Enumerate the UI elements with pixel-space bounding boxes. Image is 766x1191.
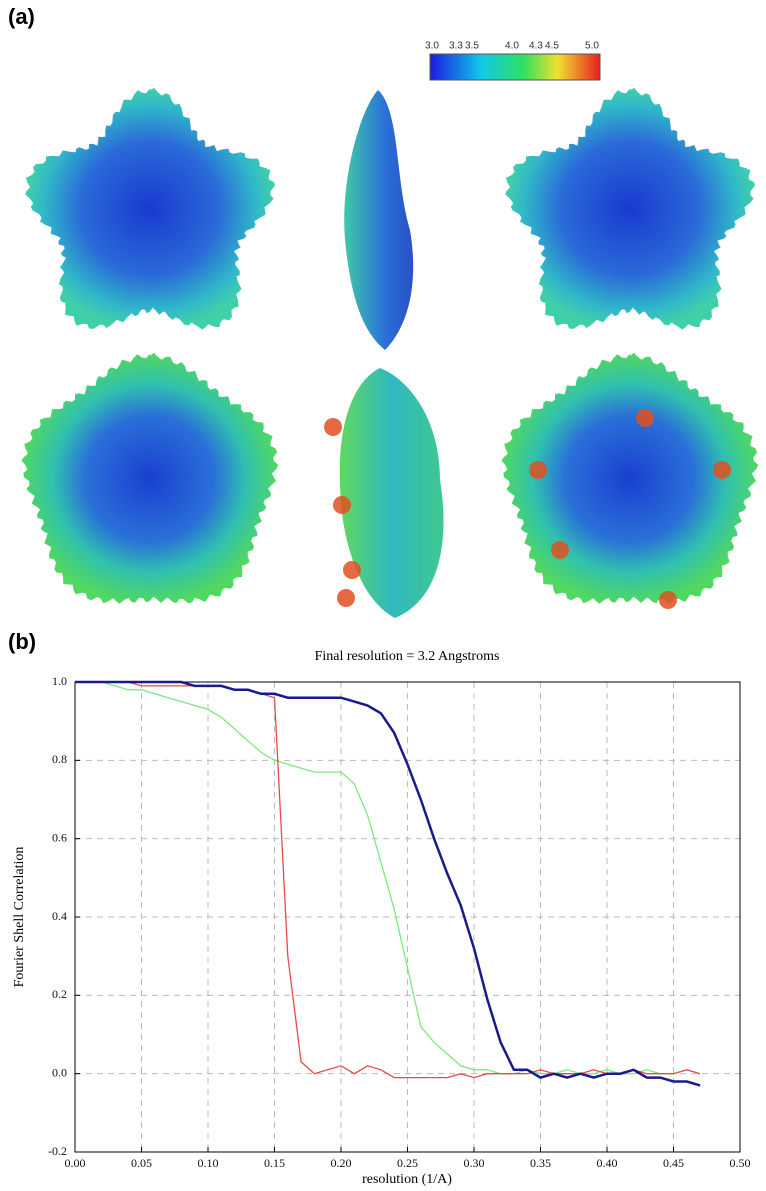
x-tick-label: 0.15 [264,1156,285,1170]
colorbar-label: 3.3 [449,41,463,52]
y-tick-label: -0.2 [48,1144,67,1158]
hotspot [324,418,342,436]
map-view [505,87,755,330]
panel-label: (b) [8,629,36,654]
colorbar [429,53,601,81]
hotspot [529,461,547,479]
y-tick-label: 0.0 [52,1065,67,1079]
plot-frame [74,681,741,1153]
y-tick-label: 1.0 [52,674,67,688]
hotspot [343,561,361,579]
x-tick-label: 0.35 [530,1156,551,1170]
panel-label: (a) [8,4,35,29]
hotspot [337,589,355,607]
x-tick-label: 0.20 [331,1156,352,1170]
hotspot [551,541,569,559]
colorbar-label: 5.0 [585,41,599,52]
y-tick-label: 0.4 [52,909,67,923]
map-view [21,352,279,604]
chart-title: Final resolution = 3.2 Angstroms [315,649,500,664]
x-axis-label: resolution (1/A) [362,1172,452,1187]
y-tick-label: 0.6 [52,830,67,844]
hotspot [636,409,654,427]
map-side-view [339,368,444,618]
x-tick-label: 0.40 [597,1156,618,1170]
colorbar-label: 3.0 [425,41,439,52]
hotspot [333,496,351,514]
y-axis-label: Fourier Shell Correlation [12,847,27,988]
x-tick-label: 0.05 [131,1156,152,1170]
y-tick-label: 0.8 [52,752,67,766]
colorbar-label: 3.5 [465,41,479,52]
map-side-view [344,90,414,350]
map-images [21,87,759,618]
x-tick-label: 0.10 [198,1156,219,1170]
fsc-line [75,681,701,1079]
colorbar-label: 4.5 [545,41,559,52]
hotspot [659,591,677,609]
colorbar-label: 4.0 [505,41,519,52]
fsc-line [75,681,701,1075]
x-tick-label: 0.25 [397,1156,418,1170]
map-view [25,87,275,330]
map-view [501,352,759,604]
x-tick-label: 0.30 [464,1156,485,1170]
fsc-line [75,680,701,1087]
colorbar-label: 4.3 [529,41,543,52]
hotspot [713,461,731,479]
x-tick-label: 0.45 [663,1156,684,1170]
y-tick-label: 0.2 [52,987,67,1001]
x-tick-label: 0.00 [65,1156,86,1170]
x-tick-label: 0.50 [730,1156,751,1170]
